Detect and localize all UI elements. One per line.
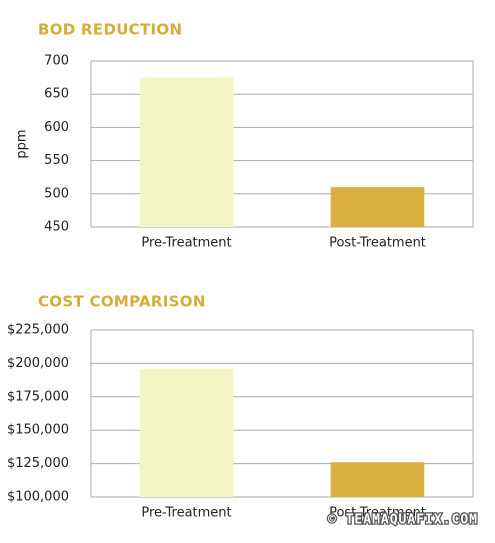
x-tick-label: Post-Treatment — [329, 506, 426, 521]
y-tick-label: 650 — [44, 87, 69, 102]
y-tick-label: 600 — [44, 120, 69, 135]
chart-title: COST COMPARISON — [38, 293, 206, 311]
watermark: © TEAMAQUAFIX.COM — [328, 513, 478, 528]
y-tick-label: $200,000 — [7, 356, 69, 371]
chart-title: BOD REDUCTION — [38, 21, 182, 39]
bar — [330, 187, 425, 227]
y-tick-label: $175,000 — [7, 389, 69, 404]
y-tick-label: 450 — [44, 220, 69, 235]
bar — [139, 368, 234, 497]
bar — [139, 77, 234, 227]
x-tick-label: Post-Treatment — [329, 236, 426, 251]
y-tick-label: 550 — [44, 153, 69, 168]
y-tick-label: $225,000 — [7, 323, 69, 338]
x-tick-label: Pre-Treatment — [141, 236, 231, 251]
bar — [330, 462, 425, 497]
y-axis-label: ppm — [15, 129, 30, 158]
y-tick-label: $125,000 — [7, 456, 69, 471]
y-tick-label: 500 — [44, 186, 69, 201]
y-tick-label: $150,000 — [7, 423, 69, 438]
y-tick-label: 700 — [44, 54, 69, 69]
y-tick-label: $100,000 — [7, 490, 69, 505]
x-tick-label: Pre-Treatment — [141, 506, 231, 521]
